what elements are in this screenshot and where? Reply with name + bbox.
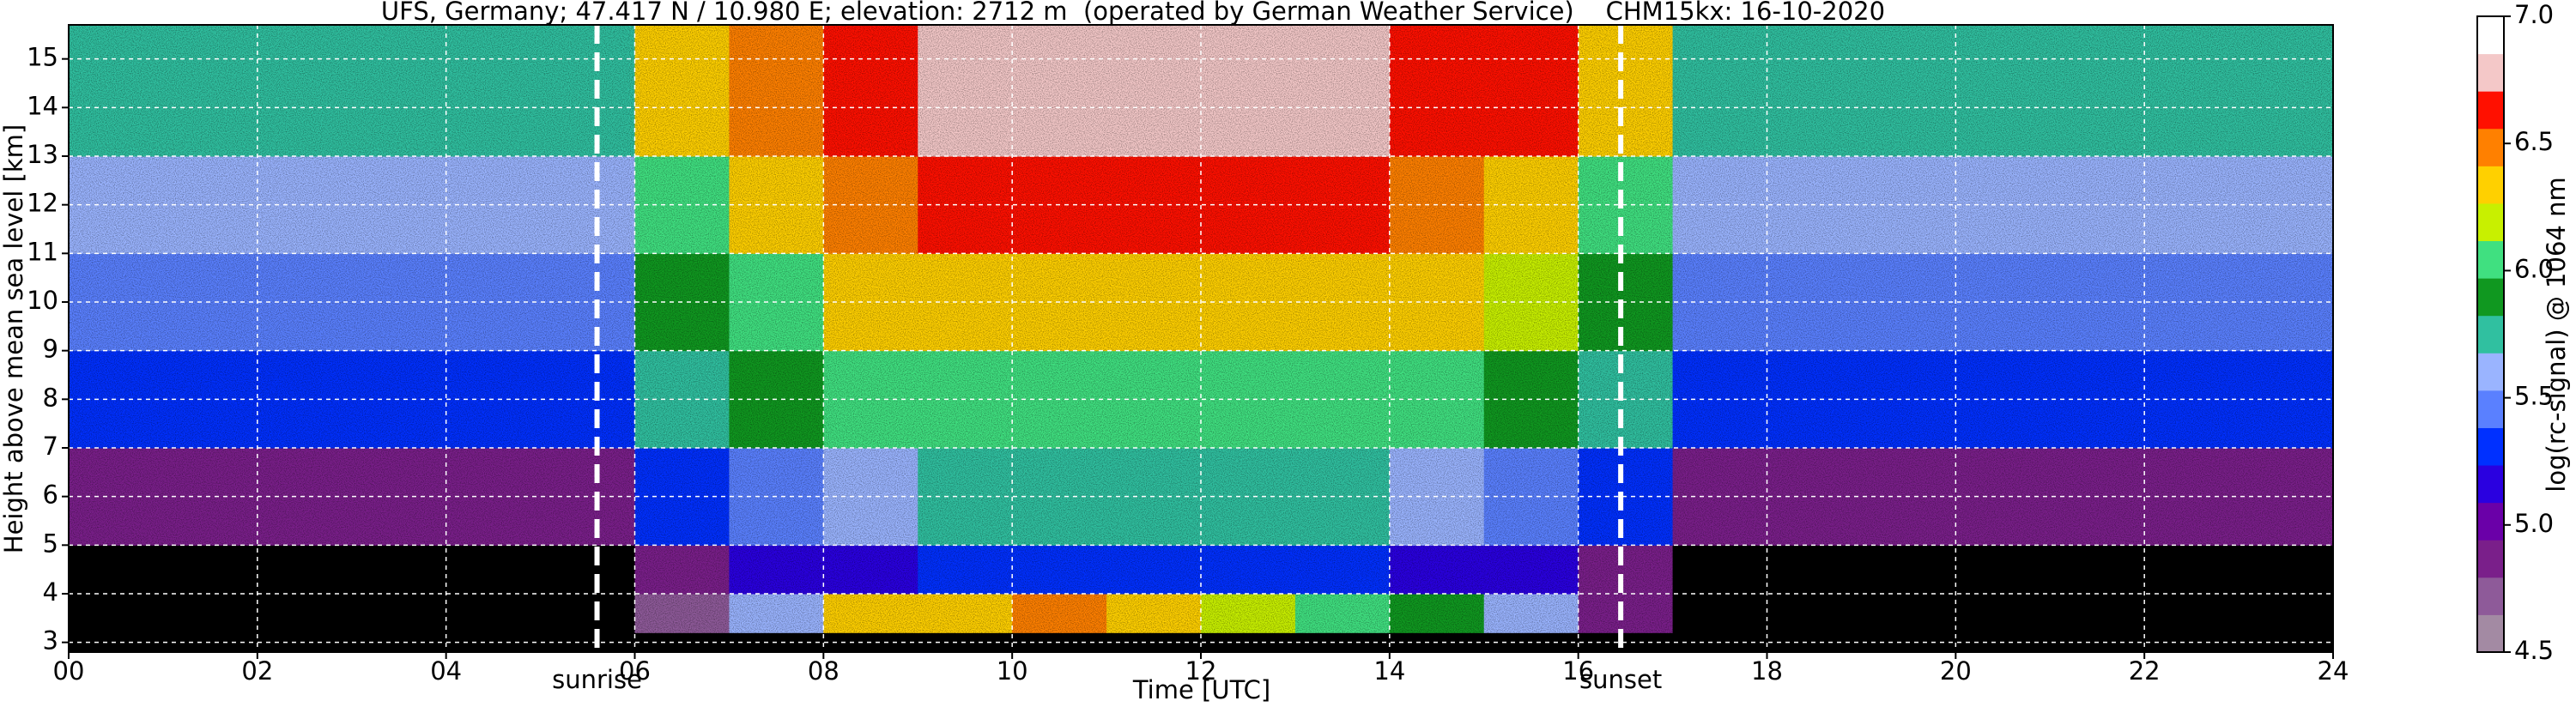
y-tick-label: 9 xyxy=(43,335,58,364)
colorbar-tick-label: 5.0 xyxy=(2514,509,2554,538)
colorbar-segment xyxy=(2477,128,2504,166)
x-axis-label: Time [UTC] xyxy=(1132,675,1270,704)
x-tick-label: 06 xyxy=(619,656,651,686)
colorbar-segment xyxy=(2477,427,2504,466)
colorbar-tick-label: 7.0 xyxy=(2514,0,2554,29)
colorbar-tick-label: 4.5 xyxy=(2514,636,2554,665)
y-tick-label: 13 xyxy=(27,140,58,169)
x-tick-label: 20 xyxy=(1940,656,1972,686)
colorbar-segment xyxy=(2477,390,2504,428)
colorbar-label: log(rc-signal) @ 1064 nm xyxy=(2542,177,2571,492)
x-tick-label: 12 xyxy=(1185,656,1217,686)
colorbar-segment xyxy=(2477,278,2504,317)
x-tick-label: 22 xyxy=(2129,656,2161,686)
colorbar-segment xyxy=(2477,353,2504,391)
x-tick-label: 02 xyxy=(241,656,273,686)
colorbar-segment xyxy=(2477,16,2504,55)
colorbar-frame xyxy=(2476,15,2505,653)
annotation-label: sunset xyxy=(1579,665,1662,694)
colorbar-segment xyxy=(2477,502,2504,541)
x-tick-label: 00 xyxy=(53,656,85,686)
colorbar-segment xyxy=(2477,240,2504,279)
colorbar-segment xyxy=(2477,577,2504,615)
annotation-label: sunrise xyxy=(552,665,642,694)
colorbar-tick-label: 6.5 xyxy=(2514,127,2554,156)
colorbar-segment xyxy=(2477,166,2504,204)
colorbar-segment xyxy=(2477,465,2504,504)
overlay: 3 4 5 6 7 8 9 10 11 12 13 14 15 00 02 04 06 08 10 12 14 16 18 2… xyxy=(27,24,2349,694)
y-tick-label: 12 xyxy=(27,189,58,218)
y-tick-label: 10 xyxy=(27,286,58,315)
x-tick-label: 16 xyxy=(1562,656,1594,686)
x-tick-label: 18 xyxy=(1751,656,1783,686)
x-tick-label: 04 xyxy=(430,656,462,686)
y-tick-label: 14 xyxy=(27,91,58,120)
colorbar-tick-label: 5.5 xyxy=(2514,382,2554,411)
y-tick-label: 5 xyxy=(43,529,58,558)
x-tick-label: 24 xyxy=(2318,656,2349,686)
y-tick-label: 4 xyxy=(43,577,58,607)
y-tick-label: 8 xyxy=(43,383,58,412)
x-tick-label: 14 xyxy=(1373,656,1405,686)
plot-frame xyxy=(68,24,2334,653)
x-tick-label: 10 xyxy=(997,656,1028,686)
y-tick-label: 6 xyxy=(43,480,58,510)
y-tick-label: 11 xyxy=(27,237,58,266)
colorbar-tick-label: 6.0 xyxy=(2514,254,2554,283)
y-tick-label: 15 xyxy=(27,43,58,72)
x-tick-label: 08 xyxy=(808,656,839,686)
chart-title: UFS, Germany; 47.417 N / 10.980 E; eleva… xyxy=(381,0,1885,26)
colorbar-segment xyxy=(2477,202,2504,242)
colorbar-segment xyxy=(2477,540,2504,578)
y-axis-label: Height above mean sea level [km] xyxy=(0,124,28,553)
colorbar-segment xyxy=(2477,614,2504,653)
y-tick-label: 7 xyxy=(43,432,58,461)
colorbar-segment xyxy=(2477,315,2504,354)
colorbar-segment xyxy=(2477,53,2504,92)
y-tick-label: 3 xyxy=(43,626,58,656)
colorbar-segment xyxy=(2477,91,2504,130)
